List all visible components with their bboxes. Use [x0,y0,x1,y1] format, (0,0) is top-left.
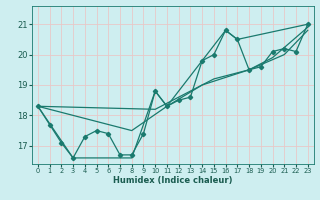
X-axis label: Humidex (Indice chaleur): Humidex (Indice chaleur) [113,176,233,185]
